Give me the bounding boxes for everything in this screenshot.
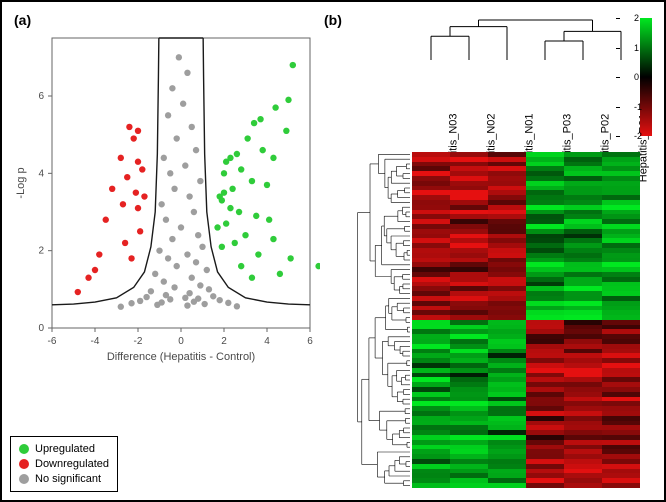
legend-dot-down [19,459,29,469]
panel-b: (b) Hepatitis_N03Hepatitis_N02Hepatitis_… [320,10,656,492]
legend-dot-up [19,444,29,454]
legend-label-down: Downregulated [35,458,109,470]
heatmap: Hepatitis_N03Hepatitis_N02Hepatitis_N01H… [300,16,666,494]
legend-nosig: No significant [19,473,109,485]
svg-text:-4: -4 [91,336,100,347]
row-dendrogram [300,152,410,488]
svg-text:-6: -6 [48,336,57,347]
svg-text:6: 6 [38,91,44,102]
heatmap-grid [412,152,640,488]
heatmap-colorbar: 210-1-2 [640,18,652,136]
panel-a-label: (a) [14,12,31,28]
svg-text:4: 4 [38,168,44,179]
svg-text:4: 4 [264,336,270,347]
panel-a: (a) -6-4-202460246Difference (Hepatitis … [10,10,320,492]
svg-text:0: 0 [38,323,44,334]
colorbar-gradient [640,18,652,136]
legend-label-ns: No significant [35,473,101,485]
svg-text:-Log p: -Log p [15,167,27,198]
legend-label-up: Upregulated [35,443,95,455]
svg-text:Difference (Hepatitis - Contro: Difference (Hepatitis - Control) [107,351,255,363]
legend-dot-ns [19,474,29,484]
svg-text:-2: -2 [134,336,143,347]
svg-text:0: 0 [178,336,184,347]
legend-downregulated: Downregulated [19,458,109,470]
volcano-plot: -6-4-202460246Difference (Hepatitis - Co… [10,28,320,368]
legend-upregulated: Upregulated [19,443,109,455]
column-labels: Hepatitis_N03Hepatitis_N02Hepatitis_N01H… [412,16,640,150]
svg-text:2: 2 [38,246,44,257]
volcano-legend: Upregulated Downregulated No significant [10,436,118,492]
svg-text:2: 2 [221,336,227,347]
